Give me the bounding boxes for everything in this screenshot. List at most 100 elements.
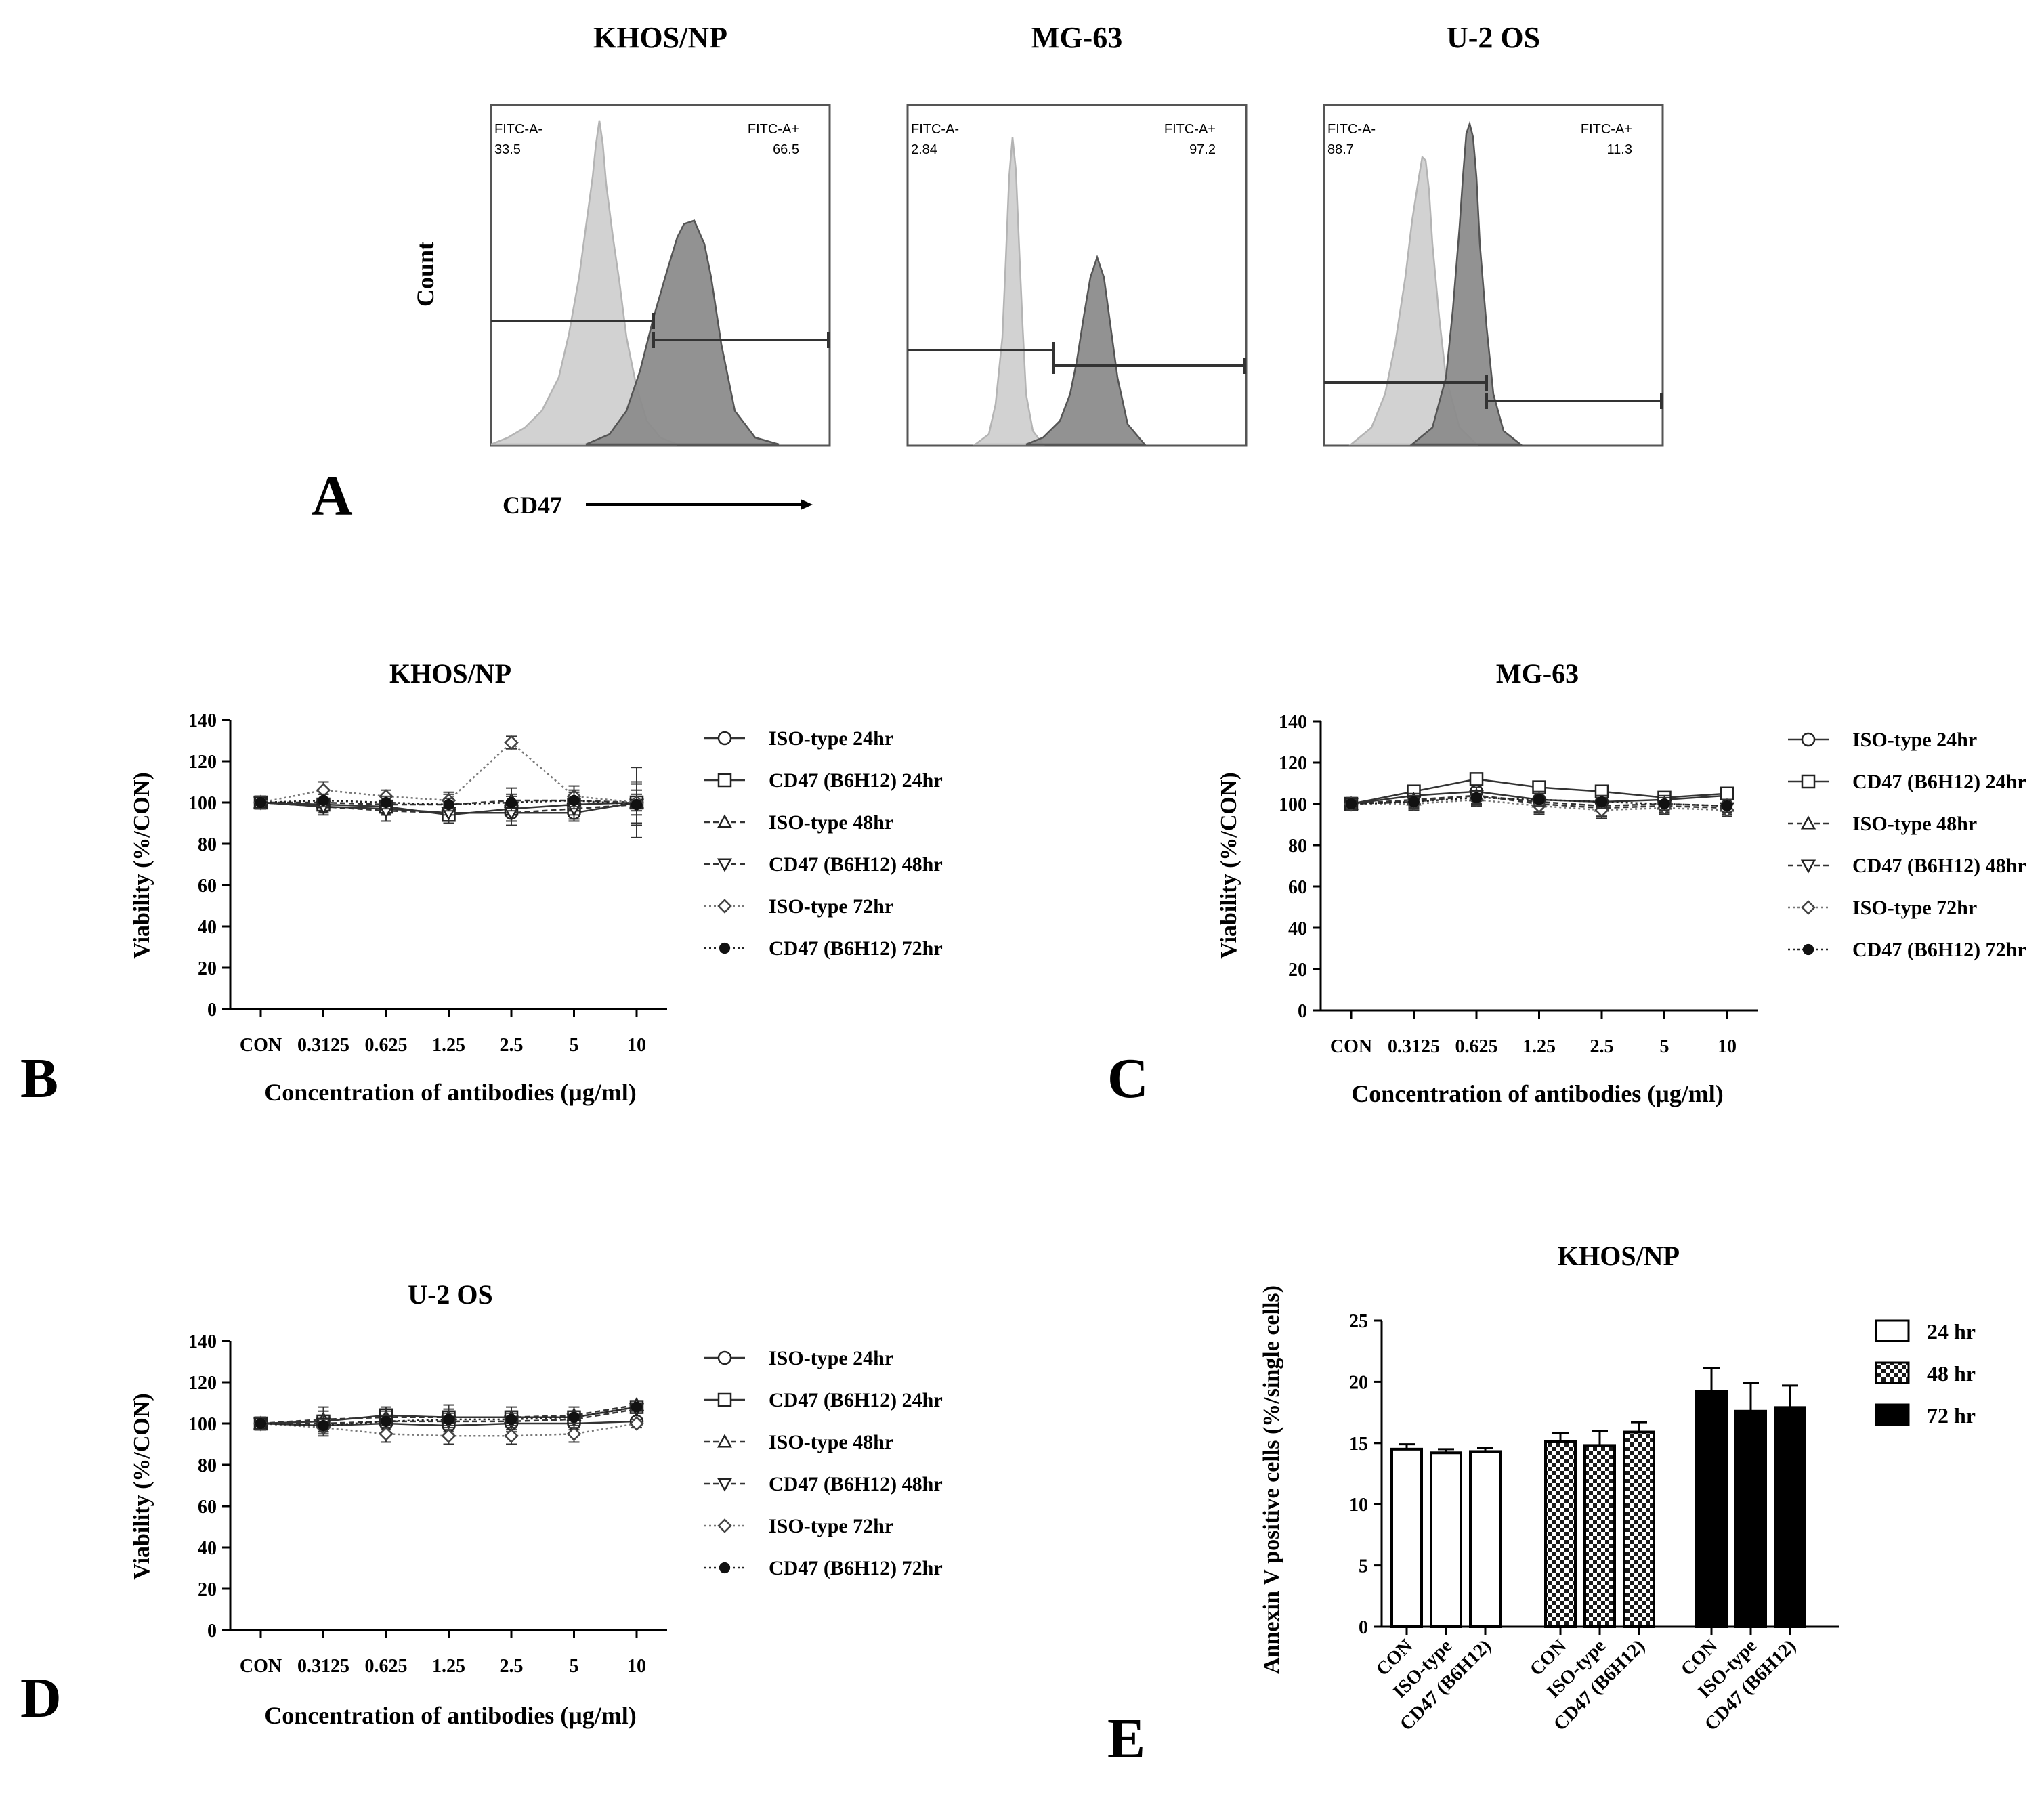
histogram-khos-np-gate-pos-value: 66.5 xyxy=(773,142,799,157)
legend-label: 48 hr xyxy=(1927,1361,1976,1386)
panel-b-y-label: Viability (%/CON) xyxy=(129,772,154,958)
histogram-u-2-os-frame xyxy=(1323,104,1664,447)
legend-label: CD47 (B6H12) 48hr xyxy=(769,1473,943,1495)
legend-label: ISO-type 24hr xyxy=(769,727,893,750)
legend-label: ISO-type 72hr xyxy=(769,895,893,918)
histogram-mg-63-gate-pos-value: 97.2 xyxy=(1189,142,1216,157)
x-tick-label: CON xyxy=(240,1656,282,1677)
histogram-mg-63-gate-neg-label: FITC-A- xyxy=(911,122,959,137)
histogram-u-2-os-title: U-2 OS xyxy=(1447,21,1540,54)
panel-letter-c: C xyxy=(1107,1047,1149,1110)
legend-label: 24 hr xyxy=(1927,1319,1976,1344)
panel-d-legend: ISO-type 24hr CD47 (B6H12) 24hr ISO-type 4… xyxy=(704,1347,943,1579)
data-point xyxy=(441,1428,456,1444)
data-point xyxy=(1533,794,1545,806)
bar xyxy=(1390,1447,1423,1629)
legend-swatch-marker xyxy=(1801,900,1816,915)
histogram-u-2-os-plot xyxy=(1324,121,1663,446)
y-tick-label: 80 xyxy=(1288,836,1307,857)
y-tick-label: 20 xyxy=(198,958,217,979)
data-point xyxy=(1470,792,1483,803)
data-point xyxy=(379,1426,393,1442)
data-point xyxy=(380,1415,392,1428)
series-5 xyxy=(255,783,643,826)
data-point xyxy=(505,796,517,809)
y-tick-label: 60 xyxy=(198,876,217,897)
panel-c-y-label: Viability (%/CON) xyxy=(1216,772,1241,958)
y-tick-label: 0 xyxy=(1298,1001,1307,1022)
legend-label: ISO-type 48hr xyxy=(769,811,893,834)
panel-letter-a: A xyxy=(312,465,353,528)
y-tick-label: 40 xyxy=(198,1538,217,1559)
y-tick-label: 80 xyxy=(198,1455,217,1476)
data-point xyxy=(318,1419,329,1432)
y-tick-label: 15 xyxy=(1349,1434,1368,1455)
x-tick-label: 0.625 xyxy=(365,1656,408,1677)
histogram-population-isotype xyxy=(973,137,1045,446)
y-tick-label: 120 xyxy=(188,1373,217,1394)
y-tick-label: 5 xyxy=(1359,1556,1368,1577)
panel-c-plot: 0 20 40 60 80 100 120 140 CON 0.3125 0.625 1.25 2.5 5… xyxy=(1279,712,1758,1057)
histogram-mg-63-plot xyxy=(908,137,1246,446)
legend-swatch-marker xyxy=(717,1478,733,1492)
legend-label: CD47 (B6H12) 72hr xyxy=(769,937,943,960)
legend-swatch-marker xyxy=(717,1350,732,1365)
y-tick-label: 80 xyxy=(198,834,217,855)
bar xyxy=(1583,1444,1616,1629)
legend-label: ISO-type 24hr xyxy=(769,1347,893,1369)
y-tick-label: 100 xyxy=(188,793,217,814)
x-tick-label: 0.3125 xyxy=(297,1035,349,1056)
y-tick-label: 20 xyxy=(1349,1372,1368,1393)
legend-swatch-marker xyxy=(1800,815,1816,830)
data-point xyxy=(566,1426,582,1442)
legend-swatch-marker xyxy=(717,773,732,788)
data-point xyxy=(1345,798,1357,810)
histogram-mg-63-title: MG-63 xyxy=(1031,21,1122,54)
legend-label: ISO-type 72hr xyxy=(769,1515,893,1537)
cd47-arrow-head xyxy=(801,499,813,510)
panel-b-title: KHOS/NP xyxy=(389,658,511,689)
legend-swatch-marker xyxy=(1802,943,1814,956)
histogram-u-2-os-gate-neg-label: FITC-A- xyxy=(1327,122,1376,137)
y-tick-label: 140 xyxy=(188,1331,217,1352)
data-point xyxy=(1408,796,1420,808)
x-tick-label: 0.625 xyxy=(1455,1036,1498,1057)
legend-label: CD47 (B6H12) 72hr xyxy=(769,1557,943,1579)
y-tick-label: 100 xyxy=(1279,794,1307,815)
y-tick-label: 140 xyxy=(1279,712,1307,733)
data-point xyxy=(255,796,267,809)
legend-swatch xyxy=(1875,1361,1910,1384)
legend-label: CD47 (B6H12) 48hr xyxy=(769,853,943,876)
panel-letter-b: B xyxy=(20,1047,58,1110)
bar xyxy=(1623,1430,1655,1629)
x-tick-label: 1.25 xyxy=(432,1035,465,1056)
histogram-khos-np-gate-neg-value: 33.5 xyxy=(494,142,521,157)
panel-a-flow-cytometry: Count KHOS/NP FITC-A- 33.5 FITC-A+ 66.5 … xyxy=(412,21,1664,519)
legend-label: CD47 (B6H12) 24hr xyxy=(769,769,943,792)
legend-swatch-marker xyxy=(1800,859,1816,874)
x-tick-label: 10 xyxy=(627,1656,646,1677)
x-tick-label: 5 xyxy=(570,1035,579,1056)
histogram-khos-np: KHOS/NP FITC-A- 33.5 FITC-A+ 66.5 xyxy=(490,21,831,447)
data-point xyxy=(1659,798,1670,810)
data-point xyxy=(631,1401,643,1413)
y-tick-label: 140 xyxy=(188,710,217,731)
panel-b-legend: ISO-type 24hr CD47 (B6H12) 24hr ISO-type 4… xyxy=(704,727,943,960)
x-tick-label: 0.3125 xyxy=(1388,1036,1440,1057)
panel-e-legend: 24 hr 48 hr 72 hr xyxy=(1875,1319,1976,1428)
y-tick-label: 100 xyxy=(188,1414,217,1435)
histogram-u-2-os-gate-neg-value: 88.7 xyxy=(1327,142,1354,157)
panel-c-viability-mg-63: MG-63 Viability (%/CON) 0 20 40 60 80 100 120 1… xyxy=(1216,658,2026,1107)
legend-swatch-marker xyxy=(717,858,733,872)
panel-c-title: MG-63 xyxy=(1496,658,1579,689)
histogram-u-2-os-gate-pos-label: FITC-A+ xyxy=(1581,122,1632,137)
legend-swatch-marker xyxy=(719,942,731,954)
data-point xyxy=(443,1413,454,1426)
series-5 xyxy=(1345,790,1733,813)
x-tick-label: 10 xyxy=(1718,1036,1737,1057)
histogram-mg-63: MG-63 FITC-A- 2.84 FITC-A+ 97.2 xyxy=(906,21,1248,447)
bar xyxy=(1774,1406,1806,1628)
y-tick-label: 40 xyxy=(198,917,217,938)
y-tick-label: 60 xyxy=(198,1497,217,1518)
histogram-population-cd47 xyxy=(585,219,780,446)
